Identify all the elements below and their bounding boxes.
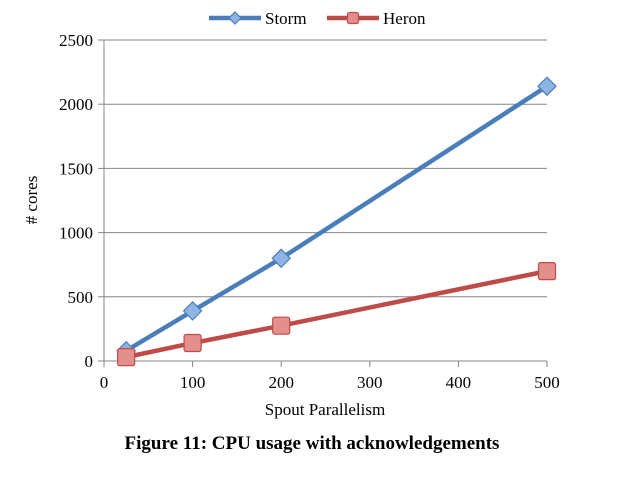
storm-point (182, 301, 203, 321)
x-tick-labels: 0 100 200 300 400 500 (100, 373, 560, 392)
legend-item-heron: Heron (327, 9, 426, 28)
figure-caption: Figure 11: CPU usage with acknowledgemen… (124, 433, 500, 454)
y-tick-label: 2500 (59, 31, 93, 50)
heron-point (346, 11, 360, 25)
y-tick-label: 500 (68, 288, 94, 307)
y-tick-label: 2000 (59, 95, 93, 114)
storm-point (228, 11, 242, 25)
storm-line (123, 83, 550, 353)
series-layer (116, 76, 557, 367)
x-tick-label: 200 (268, 373, 294, 392)
legend: Storm Heron (209, 9, 426, 28)
x-axis-label: Spout Parallelism (265, 400, 385, 419)
storm-point (271, 248, 292, 269)
gridlines (104, 39, 547, 298)
legend-item-storm: Storm (209, 9, 307, 28)
storm-point (537, 76, 557, 97)
y-tick-label: 1500 (59, 159, 93, 178)
heron-point (537, 262, 557, 281)
heron-point (272, 316, 291, 335)
x-tick-label: 0 (100, 373, 109, 392)
x-tick-label: 300 (357, 373, 383, 392)
y-axis-label: # cores (22, 176, 41, 225)
x-tick-label: 400 (446, 373, 472, 392)
y-tick-labels: 0 500 1000 1500 2000 2500 (59, 31, 93, 371)
series-heron (117, 262, 557, 367)
axes (98, 39, 548, 367)
series-storm (116, 76, 557, 361)
heron-point (183, 333, 202, 353)
heron-line (123, 268, 550, 360)
y-tick-label: 0 (85, 352, 94, 371)
legend-label: Storm (265, 9, 307, 28)
y-tick-label: 1000 (59, 224, 93, 243)
chart: 0 500 1000 1500 2000 2500 0 100 200 300 400 500 St… (22, 9, 560, 419)
legend-label: Heron (383, 9, 426, 28)
x-tick-label: 500 (534, 373, 560, 392)
x-tick-label: 100 (180, 373, 206, 392)
heron-point (117, 348, 136, 367)
